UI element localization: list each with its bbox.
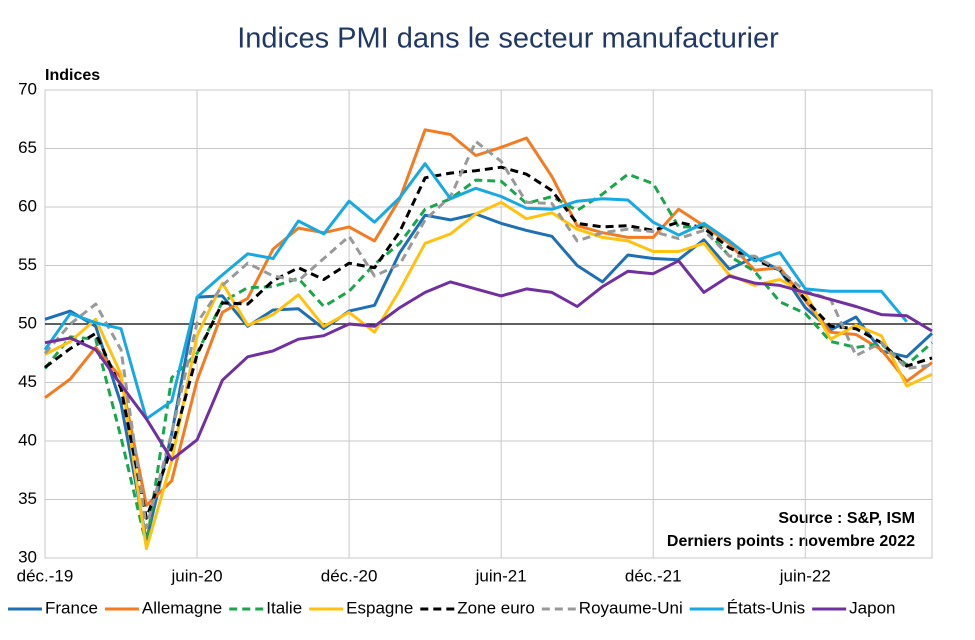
- x-tick-label: juin-22: [779, 566, 831, 585]
- chart-title: Indices PMI dans le secteur manufacturie…: [237, 23, 779, 55]
- legend-label: Japon: [849, 598, 895, 617]
- x-tick-label: déc.-19: [17, 566, 74, 585]
- series-line: [43, 162, 908, 421]
- x-tick-label: juin-20: [171, 566, 223, 585]
- y-tick-label: 60: [18, 196, 37, 215]
- legend-label: Allemagne: [142, 598, 222, 617]
- x-tick-label: déc.-20: [321, 566, 378, 585]
- series-line: [44, 200, 933, 551]
- y-tick-label: 40: [18, 430, 37, 449]
- series-line: [44, 165, 933, 520]
- y-tick-label: 45: [18, 372, 37, 391]
- legend-label: France: [45, 598, 98, 617]
- y-tick-label: 55: [18, 255, 37, 274]
- y-tick-label: 65: [18, 138, 37, 157]
- legend-label: Royaume-Uni: [579, 598, 683, 617]
- y-tick-label: 35: [18, 489, 37, 508]
- legend-label: États-Unis: [727, 598, 805, 617]
- series-line: [43, 172, 933, 547]
- x-tick-label: déc.-21: [625, 566, 682, 585]
- legend-label: Espagne: [346, 598, 413, 617]
- y-tick-label: 50: [18, 313, 37, 332]
- series-line: [43, 140, 933, 530]
- legend-label: Zone euro: [457, 598, 535, 617]
- series-line: [44, 128, 933, 507]
- annotation: Source : S&P, ISM: [778, 510, 915, 527]
- legend-label: Italie: [266, 598, 302, 617]
- annotation: Derniers points : novembre 2022: [667, 533, 915, 550]
- series-line: [44, 259, 933, 462]
- y-tick-label: 30: [18, 547, 37, 566]
- y-axis-label: Indices: [45, 67, 100, 84]
- y-tick-label: 70: [18, 79, 37, 98]
- x-tick-label: juin-21: [475, 566, 527, 585]
